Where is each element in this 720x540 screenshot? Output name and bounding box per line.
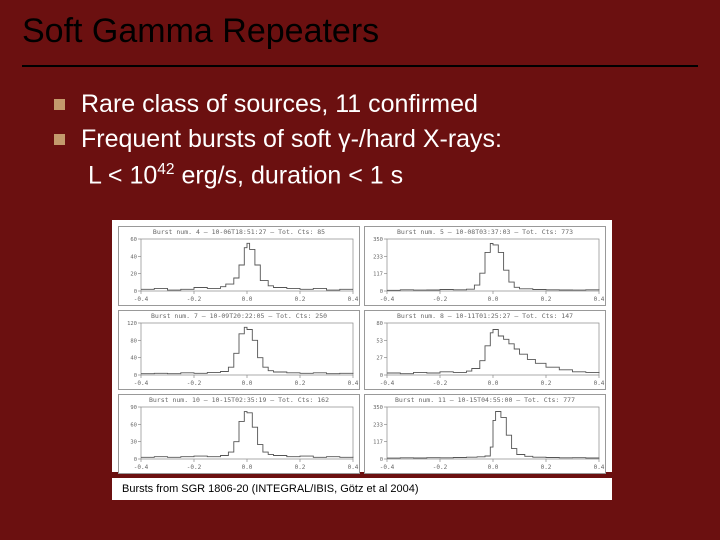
svg-text:0.2: 0.2	[295, 380, 306, 387]
panel-title: Burst num. 4 – 10-06T18:51:27 – Tot. Cts…	[119, 228, 359, 236]
figure-grid: Burst num. 4 – 10-06T18:51:27 – Tot. Cts…	[118, 226, 606, 466]
svg-text:27: 27	[376, 356, 383, 362]
svg-text:20: 20	[130, 272, 137, 278]
svg-text:80: 80	[130, 338, 137, 344]
svg-text:0: 0	[134, 373, 137, 379]
chart-panel: Burst num. 5 – 10-08T03:37:03 – Tot. Cts…	[364, 226, 606, 306]
svg-text:-0.2: -0.2	[433, 296, 448, 303]
svg-text:0.0: 0.0	[488, 296, 499, 303]
svg-text:30: 30	[130, 440, 137, 446]
svg-text:0: 0	[134, 457, 137, 463]
svg-text:0: 0	[380, 457, 383, 463]
svg-text:0.2: 0.2	[295, 296, 306, 303]
svg-text:-0.4: -0.4	[134, 464, 149, 471]
panel-svg: -0.4 -0.2 0.0 0.2 0.4 0 27 53 80	[365, 311, 605, 389]
panel-svg: -0.4 -0.2 0.0 0.2 0.4 0 117 233 350	[365, 395, 605, 473]
svg-text:-0.4: -0.4	[380, 296, 395, 303]
svg-text:60: 60	[130, 422, 137, 428]
svg-text:0.2: 0.2	[541, 464, 552, 471]
svg-text:0.4: 0.4	[348, 464, 359, 471]
panel-title: Burst num. 5 – 10-08T03:37:03 – Tot. Cts…	[365, 228, 605, 236]
svg-text:40: 40	[130, 356, 137, 362]
svg-text:80: 80	[376, 321, 383, 327]
svg-text:0: 0	[380, 289, 383, 295]
chart-panel: Burst num. 10 – 10-15T02:35:19 – Tot. Ct…	[118, 394, 360, 474]
caption-bar: Bursts from SGR 1806-20 (INTEGRAL/IBIS, …	[112, 478, 612, 500]
svg-text:0: 0	[380, 373, 383, 379]
svg-text:0.2: 0.2	[295, 464, 306, 471]
slide-title: Soft Gamma Repeaters	[22, 12, 698, 51]
svg-text:0.4: 0.4	[594, 464, 605, 471]
svg-text:-0.4: -0.4	[134, 380, 149, 387]
panel-title: Burst num. 8 – 10-11T01:25:27 – Tot. Cts…	[365, 312, 605, 320]
burst-figure: Burst num. 4 – 10-06T18:51:27 – Tot. Cts…	[112, 220, 612, 472]
bullet-item: Frequent bursts of soft γ-/hard X-rays:	[54, 124, 680, 155]
svg-text:0.2: 0.2	[541, 296, 552, 303]
svg-text:0: 0	[134, 289, 137, 295]
panel-svg: -0.4 -0.2 0.0 0.2 0.4 0 117 233 350	[365, 227, 605, 305]
svg-text:-0.4: -0.4	[380, 464, 395, 471]
svg-text:350: 350	[373, 237, 383, 243]
chart-panel: Burst num. 11 – 10-15T04:55:00 – Tot. Ct…	[364, 394, 606, 474]
svg-text:0.4: 0.4	[348, 296, 359, 303]
svg-text:-0.4: -0.4	[134, 296, 149, 303]
svg-text:-0.2: -0.2	[187, 380, 202, 387]
svg-text:0.4: 0.4	[348, 380, 359, 387]
panel-svg: -0.4 -0.2 0.0 0.2 0.4 0 40 80 120	[119, 311, 359, 389]
svg-text:60: 60	[130, 237, 137, 243]
svg-text:120: 120	[127, 321, 137, 327]
bullet-text: Frequent bursts of soft γ-/hard X-rays:	[81, 124, 502, 155]
panel-title: Burst num. 11 – 10-15T04:55:00 – Tot. Ct…	[365, 396, 605, 404]
bullet-text: Rare class of sources, 11 confirmed	[81, 89, 478, 120]
panel-title: Burst num. 10 – 10-15T02:35:19 – Tot. Ct…	[119, 396, 359, 404]
svg-text:233: 233	[373, 422, 383, 428]
svg-text:-0.2: -0.2	[187, 464, 202, 471]
panel-svg: -0.4 -0.2 0.0 0.2 0.4 0 20 40 60	[119, 227, 359, 305]
svg-text:0.4: 0.4	[594, 380, 605, 387]
bullet-item: Rare class of sources, 11 confirmed	[54, 89, 680, 120]
svg-text:40: 40	[130, 254, 137, 260]
bullet-marker-icon	[54, 99, 65, 110]
svg-text:0.4: 0.4	[594, 296, 605, 303]
panel-svg: -0.4 -0.2 0.0 0.2 0.4 0 30 60 90	[119, 395, 359, 473]
slide: { "title": "Soft Gamma Repeaters", "bull…	[0, 0, 720, 540]
svg-text:0.0: 0.0	[242, 464, 253, 471]
bullet-list: Rare class of sources, 11 confirmed Freq…	[0, 67, 720, 191]
bullet-marker-icon	[54, 134, 65, 145]
svg-text:0.0: 0.0	[242, 296, 253, 303]
svg-text:0.0: 0.0	[242, 380, 253, 387]
svg-text:-0.2: -0.2	[433, 464, 448, 471]
chart-panel: Burst num. 4 – 10-06T18:51:27 – Tot. Cts…	[118, 226, 360, 306]
svg-text:350: 350	[373, 405, 383, 411]
svg-text:117: 117	[373, 440, 383, 446]
caption-text: Bursts from SGR 1806-20 (INTEGRAL/IBIS, …	[122, 483, 419, 495]
bullet-sub-text: L < 1042 erg/s, duration < 1 s	[88, 160, 680, 192]
svg-text:0.2: 0.2	[541, 380, 552, 387]
svg-text:53: 53	[376, 338, 383, 344]
svg-text:0.0: 0.0	[488, 464, 499, 471]
panel-title: Burst num. 7 – 10-09T20:22:05 – Tot. Cts…	[119, 312, 359, 320]
svg-text:90: 90	[130, 405, 137, 411]
svg-text:-0.2: -0.2	[433, 380, 448, 387]
title-region: Soft Gamma Repeaters	[0, 0, 720, 59]
svg-text:117: 117	[373, 272, 383, 278]
svg-text:-0.2: -0.2	[187, 296, 202, 303]
chart-panel: Burst num. 7 – 10-09T20:22:05 – Tot. Cts…	[118, 310, 360, 390]
chart-panel: Burst num. 8 – 10-11T01:25:27 – Tot. Cts…	[364, 310, 606, 390]
svg-text:0.0: 0.0	[488, 380, 499, 387]
svg-text:233: 233	[373, 254, 383, 260]
svg-text:-0.4: -0.4	[380, 380, 395, 387]
